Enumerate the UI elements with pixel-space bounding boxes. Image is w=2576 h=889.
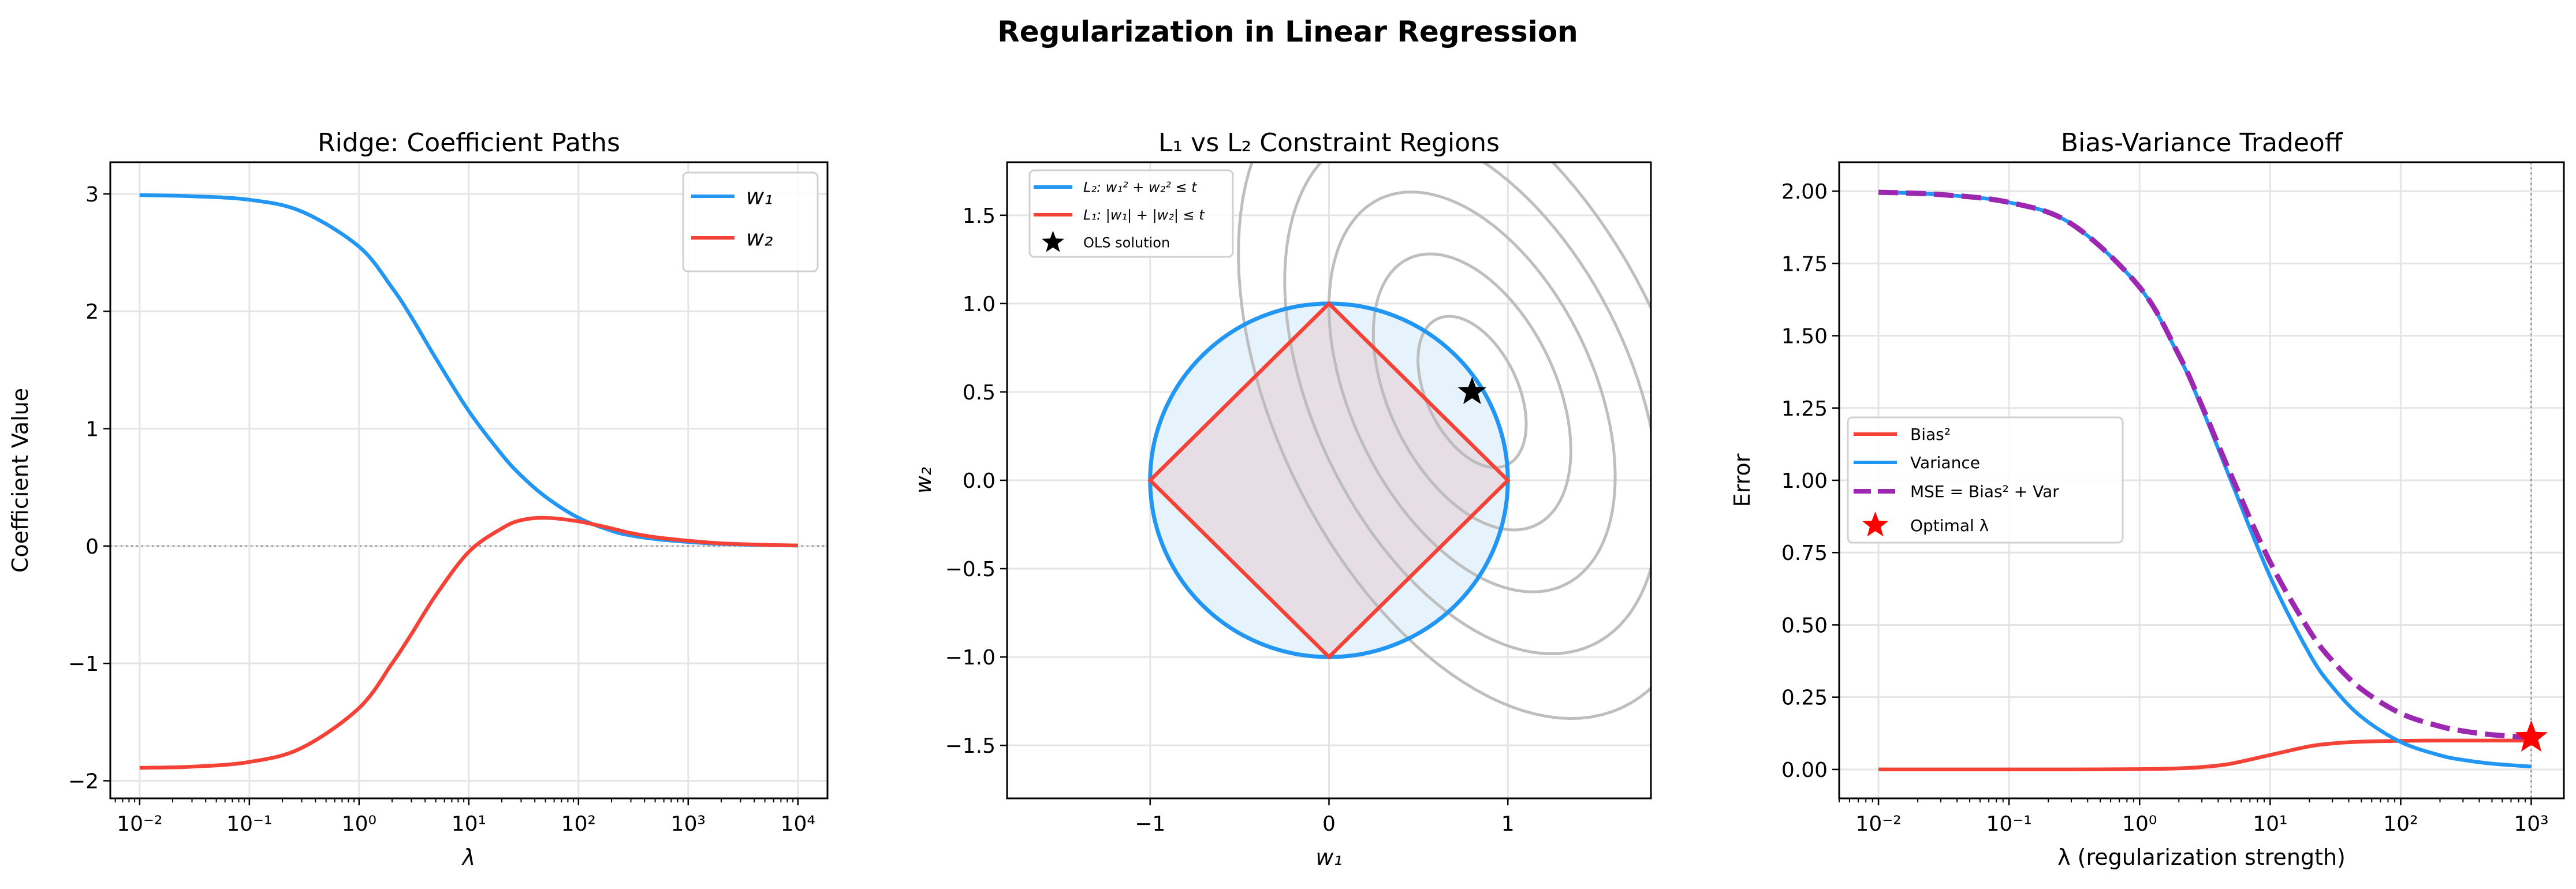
y-tick-label: 1.0 bbox=[963, 293, 996, 316]
x-tick-label: 10⁰ bbox=[342, 812, 376, 836]
x-tick-label: 10² bbox=[2383, 812, 2418, 836]
legend-box bbox=[1028, 169, 1234, 258]
y-tick-label: 0.00 bbox=[1781, 759, 1828, 782]
y-tick-label: 1.25 bbox=[1781, 397, 1828, 421]
y-tick-label: −0.5 bbox=[945, 558, 996, 581]
y-tick-label: 2 bbox=[85, 300, 99, 324]
subplot-3: 10⁻² 10⁻¹ 10⁰ 10¹ 10² 10³ 0.00 0.25 0.50 0.75 1.00… bbox=[1729, 128, 2565, 870]
legend-box bbox=[1847, 416, 2124, 544]
y-axis-label: w₂ bbox=[911, 467, 936, 494]
subplot-2: −1 0 1 −1.5 −1.0 −0.5 0.0 0.5 1.0 1.5 L₁ vs L₂ Con… bbox=[911, 128, 1652, 870]
legend-entry-label: MSE = Bias² + Var bbox=[1910, 482, 2059, 501]
x-tick-label: 10⁻² bbox=[1855, 812, 1901, 836]
y-tick-label: −1.5 bbox=[945, 734, 996, 758]
legend-entry-label: L₂: w₁² + w₂² ≤ t bbox=[1083, 180, 1198, 196]
subplot-1: 10⁻² 10⁻¹ 10⁰ 10¹ 10² 10³ 10⁴ −2 −1 0 1 2 3 Ridge: Co… bbox=[8, 128, 829, 870]
y-tick-label: 0.25 bbox=[1781, 686, 1828, 710]
legend: w₁ w₂ bbox=[682, 171, 819, 272]
x-tick-label: 10² bbox=[561, 812, 596, 836]
legend: L₂: w₁² + w₂² ≤ t L₁: |w₁| + |w₂| ≤ t OLS … bbox=[1028, 169, 1234, 258]
y-tick-label: 1 bbox=[85, 418, 99, 442]
legend-entry-label: Bias² bbox=[1910, 425, 1951, 444]
x-tick-label: 10¹ bbox=[452, 812, 486, 836]
x-axis-label: w₁ bbox=[1315, 845, 1342, 870]
y-tick-label: 0.50 bbox=[1781, 614, 1828, 637]
x-tick-label: 1 bbox=[1501, 812, 1515, 836]
optimal-lambda-marker bbox=[2515, 720, 2548, 752]
loss-contour bbox=[1283, 162, 1651, 656]
y-tick-label: −1 bbox=[68, 652, 99, 676]
figure-suptitle: Regularization in Linear Regression bbox=[997, 15, 1578, 48]
x-tick-label: 0 bbox=[1322, 812, 1336, 836]
y-tick-label: 1.00 bbox=[1781, 469, 1828, 493]
legend-entry-label: L₁: |w₁| + |w₂| ≤ t bbox=[1083, 207, 1205, 223]
y-axis-label: Error bbox=[1729, 453, 1755, 507]
subplot-title: Ridge: Coefficient Paths bbox=[318, 128, 620, 158]
y-tick-label: −2 bbox=[68, 770, 99, 794]
series-line-3 bbox=[1878, 189, 2532, 741]
legend-entry-label: w₂ bbox=[746, 226, 773, 251]
plot-area bbox=[1147, 162, 1651, 720]
y-tick-label: 3 bbox=[85, 183, 99, 207]
ols-solution-marker bbox=[1457, 376, 1486, 404]
y-tick-label: 2.00 bbox=[1781, 180, 1828, 204]
legend-star-marker bbox=[1862, 511, 1889, 537]
y-tick-label: 1.50 bbox=[1781, 325, 1828, 349]
x-tick-label: −1 bbox=[1135, 812, 1165, 836]
legend-entry-label: Optimal λ bbox=[1910, 516, 1989, 535]
y-tick-label: −1.0 bbox=[945, 646, 996, 670]
x-tick-label: 10⁰ bbox=[2122, 812, 2157, 836]
y-tick-label: 0.75 bbox=[1781, 541, 1828, 565]
x-tick-label: 10³ bbox=[671, 812, 706, 836]
legend-star-marker bbox=[1042, 230, 1064, 252]
subplot-title: Bias-Variance Tradeoff bbox=[2061, 128, 2343, 158]
x-axis-label: λ (regularization strength) bbox=[2057, 845, 2346, 870]
loss-contour bbox=[1237, 162, 1651, 720]
loss-contour bbox=[1416, 315, 1528, 469]
x-tick-label: 10⁻² bbox=[117, 812, 162, 836]
subplot-title: L₁ vs L₂ Constraint Regions bbox=[1158, 128, 1500, 158]
y-tick-label: 1.75 bbox=[1781, 252, 1828, 276]
plot-area bbox=[110, 193, 827, 770]
l1-constraint-diamond bbox=[1147, 301, 1511, 660]
x-axis-label: λ bbox=[461, 845, 476, 870]
legend-entry-label: Variance bbox=[1910, 453, 1980, 472]
legend-entry-label: OLS solution bbox=[1083, 235, 1170, 251]
y-axis-label: Coefficient Value bbox=[8, 388, 33, 573]
y-tick-label: 1.5 bbox=[963, 204, 996, 228]
y-tick-label: 0 bbox=[85, 535, 99, 559]
x-tick-label: 10³ bbox=[2514, 812, 2548, 836]
loss-contour bbox=[1371, 252, 1572, 532]
x-tick-label: 10⁻¹ bbox=[226, 812, 272, 836]
x-tick-label: 10⁻¹ bbox=[1986, 812, 2032, 836]
series-line-2 bbox=[139, 516, 798, 770]
loss-contour bbox=[1327, 190, 1617, 593]
y-tick-label: 0.5 bbox=[963, 381, 996, 405]
y-tick-label: 0.0 bbox=[963, 469, 996, 493]
legend: Bias² Variance MSE = Bias² + Var Optimal λ bbox=[1847, 416, 2124, 544]
legend-entry-label: w₁ bbox=[746, 184, 773, 210]
plot-area bbox=[1878, 162, 2532, 798]
series-line-1 bbox=[1878, 738, 2532, 772]
x-tick-label: 10⁴ bbox=[781, 812, 815, 836]
x-tick-label: 10¹ bbox=[2253, 812, 2287, 836]
